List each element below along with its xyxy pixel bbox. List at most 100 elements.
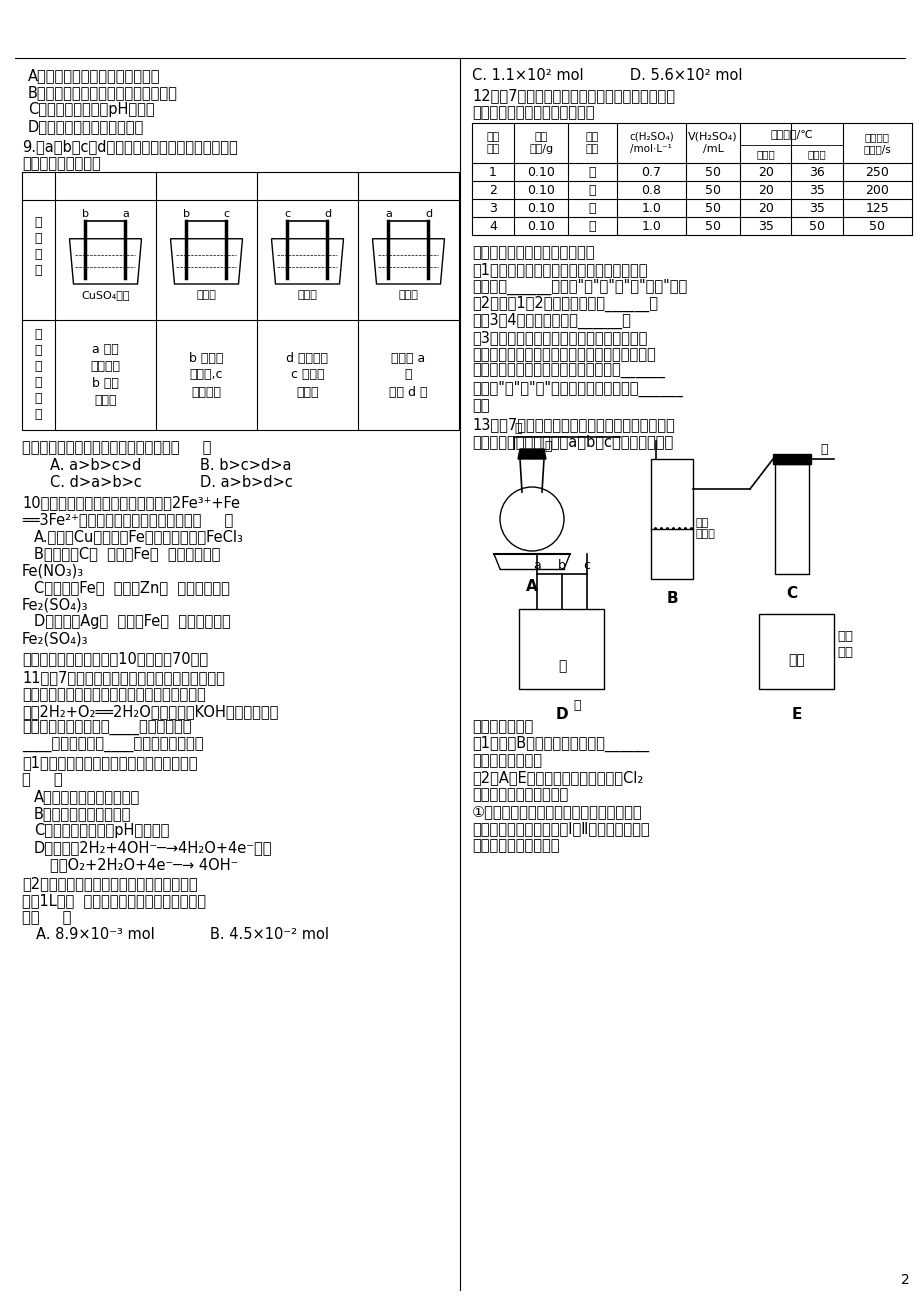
Text: D: D: [555, 707, 568, 723]
Bar: [519, 609, 604, 689]
Polygon shape: [372, 238, 444, 284]
Circle shape: [665, 527, 668, 530]
Text: a 极质
量减小，
b 极质
量增加: a 极质 量减小， b 极质 量增加: [90, 342, 120, 408]
Text: 35: 35: [757, 220, 773, 233]
Text: A. a>b>c>d: A. a>b>c>d: [50, 458, 142, 473]
Text: 氢氧
化钠: 氢氧 化钠: [836, 629, 853, 659]
Circle shape: [671, 527, 675, 530]
Text: （2）A、E相连后的装置可用于制取Cl₂: （2）A、E相连后的装置可用于制取Cl₂: [471, 769, 642, 785]
Text: 乙: 乙: [543, 440, 550, 453]
Text: C．正极为Fe，  负极为Zn，  电解质溶液为: C．正极为Fe， 负极为Zn， 电解质溶液为: [34, 579, 230, 595]
Text: 有大量气泡，该金属的金属活动性比铁______: 有大量气泡，该金属的金属活动性比铁______: [471, 365, 664, 379]
Text: 极：O₂+2H₂O+4e⁻─→ 4OH⁻: 极：O₂+2H₂O+4e⁻─→ 4OH⁻: [50, 857, 238, 872]
Text: Fe(NO₃)₃: Fe(NO₃)₃: [22, 562, 84, 578]
Text: 稀硫酸: 稀硫酸: [297, 290, 317, 299]
Text: C. 1.1×10² mol          D. 5.6×10² mol: C. 1.1×10² mol D. 5.6×10² mol: [471, 68, 742, 83]
Text: 1: 1: [489, 165, 496, 178]
Text: 操作、现象结论如下：: 操作、现象结论如下：: [471, 838, 559, 853]
Text: （2）实验1、2可得出的结论是______；: （2）实验1、2可得出的结论是______；: [471, 296, 657, 312]
Text: Fe₂(SO₄)₃: Fe₂(SO₄)₃: [22, 631, 88, 646]
Text: 罗宇宙飞船上使用的氢氧燃料电池，其电池反应: 罗宇宙飞船上使用的氢氧燃料电池，其电池反应: [22, 687, 206, 702]
Text: c: c: [284, 208, 290, 219]
Text: D. a>b>d>c: D. a>b>d>c: [199, 475, 292, 490]
Text: 35: 35: [808, 202, 824, 215]
Text: 有孔
塑料板: 有孔 塑料板: [696, 518, 715, 539]
Text: c: c: [223, 208, 230, 219]
Text: B．甲中铜片是正极，乙中铜片是负极: B．甲中铜片是正极，乙中铜片是负极: [28, 85, 177, 100]
Text: b: b: [82, 208, 89, 219]
Text: 50: 50: [868, 220, 884, 233]
Text: 1.0: 1.0: [641, 202, 661, 215]
Text: 为（     ）: 为（ ）: [22, 910, 72, 924]
Text: 0.10: 0.10: [527, 165, 555, 178]
Text: C. d>a>b>c: C. d>a>b>c: [50, 475, 142, 490]
Text: 50: 50: [704, 220, 720, 233]
Circle shape: [659, 527, 663, 530]
Text: 甲: 甲: [514, 422, 521, 435]
Text: 0.10: 0.10: [527, 220, 555, 233]
Text: 0.8: 0.8: [641, 184, 661, 197]
Text: 13．（7分）某化学兴趣小组的同学利用下图所示: 13．（7分）某化学兴趣小组的同学利用下图所示: [471, 417, 674, 432]
Text: a: a: [122, 208, 129, 219]
Bar: [22, 172, 459, 430]
Text: a: a: [385, 208, 391, 219]
Text: 丝: 丝: [588, 165, 596, 178]
Text: 125: 125: [865, 202, 889, 215]
Text: 所得氯水分成两份，进行Ⅰ、Ⅱ两个实验，实验: 所得氯水分成两份，进行Ⅰ、Ⅱ两个实验，实验: [471, 822, 649, 836]
Text: a: a: [532, 559, 540, 572]
Text: 9.有a、b、c、d四个金属电极，有关的实验装置、: 9.有a、b、c、d四个金属电极，有关的实验装置、: [22, 139, 237, 154]
Text: D．产生气泡的速率甲比乙慢: D．产生气泡的速率甲比乙慢: [28, 118, 144, 134]
Text: D．正极为Ag，  负极为Fe，  电解质溶液为: D．正极为Ag， 负极为Fe， 电解质溶液为: [34, 615, 231, 629]
Text: 20: 20: [757, 165, 773, 178]
Text: b: b: [183, 208, 190, 219]
Polygon shape: [271, 238, 343, 284]
Polygon shape: [70, 238, 142, 284]
Text: d: d: [425, 208, 432, 219]
Text: 20: 20: [757, 184, 773, 197]
Text: 11．（7分）化学反应都伴随着能量的变化，阿波: 11．（7分）化学反应都伴随着能量的变化，阿波: [22, 671, 224, 685]
Bar: [651, 460, 692, 579]
Text: 硫酸与某金属反应的实验数据：: 硫酸与某金属反应的实验数据：: [471, 105, 594, 120]
Text: 水: 水: [557, 660, 565, 673]
Text: c: c: [583, 559, 590, 572]
Text: A: A: [526, 579, 538, 594]
Text: 部
分
实
验
现
象: 部 分 实 验 现 象: [35, 328, 42, 422]
Text: 0.7: 0.7: [641, 165, 661, 178]
Text: A．两烧杯中铜片面均无气泡产生: A．两烧杯中铜片面均无气泡产生: [28, 68, 160, 83]
Text: 稀硫酸: 稀硫酸: [398, 290, 418, 299]
Text: 12．（7分）下表是某兴趣小组通过实验获得的稀: 12．（7分）下表是某兴趣小组通过实验获得的稀: [471, 89, 675, 103]
Text: 实验3、4可得出的结论是______。: 实验3、4可得出的结论是______。: [471, 312, 630, 329]
Text: d 极溶解，
c 极有气
体产生: d 极溶解， c 极有气 体产生: [286, 352, 328, 398]
Text: 金属
质量/g: 金属 质量/g: [528, 132, 552, 154]
Text: CuSO₄溶液: CuSO₄溶液: [81, 290, 130, 299]
Text: （写出两种即可）: （写出两种即可）: [471, 753, 541, 768]
Bar: [759, 615, 834, 689]
Text: 请按要求填空：: 请按要求填空：: [471, 719, 533, 734]
Text: 电流从 a
极
流向 d 极: 电流从 a 极 流向 d 极: [389, 352, 427, 398]
Text: 温下1L水，  则电池内电子转移的物质的量约: 温下1L水， 则电池内电子转移的物质的量约: [22, 893, 206, 907]
Text: （3）若将该金属与铁用导线连接，插入盛有: （3）若将该金属与铁用导线连接，插入盛有: [471, 329, 647, 345]
Text: 20: 20: [757, 202, 773, 215]
Text: E: E: [791, 707, 801, 723]
Text: b 极有气
体产生,c
极无变化: b 极有气 体产生,c 极无变化: [189, 352, 223, 398]
Text: 丙: 丙: [820, 443, 827, 456]
Text: C．工作时电解液的pH不断增大: C．工作时电解液的pH不断增大: [34, 823, 169, 838]
Text: ══3Fe²⁺，不能实现该反应的原电池是（     ）: ══3Fe²⁺，不能实现该反应的原电池是（ ）: [22, 512, 233, 527]
Text: （     ）: （ ）: [22, 772, 62, 786]
Circle shape: [499, 487, 563, 551]
Circle shape: [683, 527, 686, 530]
Circle shape: [653, 527, 656, 530]
Text: 50: 50: [704, 165, 720, 178]
Bar: [761, 638, 832, 687]
Text: 为：2H₂+O₂══2H₂O，电解液为KOH溶液。氢氧燃: 为：2H₂+O₂══2H₂O，电解液为KOH溶液。氢氧燃: [22, 704, 278, 719]
Text: 50: 50: [704, 202, 720, 215]
Text: 10．某原电池总反应的离子方程式：2Fe³⁺+Fe: 10．某原电池总反应的离子方程式：2Fe³⁺+Fe: [22, 495, 240, 510]
Text: 反应后: 反应后: [807, 148, 825, 159]
Text: A．此电池能发出蓝色火焰: A．此电池能发出蓝色火焰: [34, 789, 140, 805]
Text: 料电池的突出优点是把____能直接转化为: 料电池的突出优点是把____能直接转化为: [22, 721, 191, 736]
Text: （选填"强"或"弱"），铁在该原电池中作______: （选填"强"或"弱"），铁在该原电池中作______: [471, 381, 682, 397]
Text: Fe₂(SO₄)₃: Fe₂(SO₄)₃: [22, 598, 88, 612]
Text: （1）有关氢氧燃料电池的下列叙述正确的是: （1）有关氢氧燃料电池的下列叙述正确的是: [22, 755, 198, 769]
Text: 分析上述数据，回答下列问题：: 分析上述数据，回答下列问题：: [471, 245, 594, 260]
Text: V(H₂SO₄)
/mL: V(H₂SO₄) /mL: [687, 132, 737, 154]
